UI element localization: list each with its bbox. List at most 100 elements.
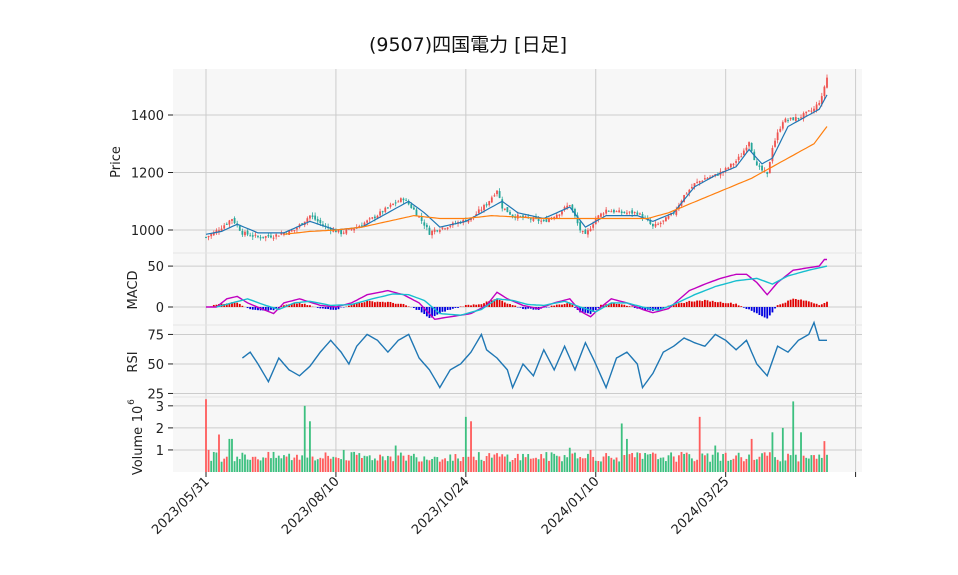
volume-bar	[735, 455, 737, 472]
macd-hist-bar	[626, 305, 628, 307]
candle-body	[322, 224, 324, 226]
volume-bar	[475, 460, 478, 472]
macd-hist-bar	[815, 303, 818, 307]
volume-bar	[407, 454, 410, 472]
volume-bar	[316, 459, 319, 472]
candle-body	[597, 215, 600, 220]
candle-body	[690, 186, 693, 189]
volume-bar	[501, 454, 504, 472]
volume-bar	[553, 453, 556, 472]
candle-body	[548, 218, 550, 222]
candle-body	[589, 228, 592, 232]
volume-bar	[758, 456, 761, 472]
volume-bar	[314, 460, 317, 472]
volume-bar	[438, 461, 441, 472]
volume-bar	[449, 454, 452, 472]
candle-body	[436, 230, 439, 232]
volume-bar	[755, 459, 758, 472]
candle-body	[750, 142, 753, 152]
sma-long-line	[283, 126, 828, 235]
macd-hist-bar	[820, 304, 823, 307]
candle-body	[205, 237, 207, 239]
macd-hist-bar	[389, 301, 392, 307]
volume-bar	[337, 458, 340, 472]
candle-body	[800, 117, 802, 119]
candle-body	[449, 225, 452, 227]
candle-body	[703, 178, 706, 180]
volume-bar	[309, 421, 311, 472]
candle-body	[373, 216, 376, 219]
volume-bar	[771, 432, 774, 472]
macd-hist-bar	[231, 302, 233, 307]
macd-hist-bar	[514, 305, 517, 307]
macd-hist-bar	[771, 307, 774, 313]
volume-bar	[509, 461, 511, 472]
macd-hist-bar	[264, 307, 267, 311]
macd-series	[205, 258, 828, 321]
macd-hist-bar	[433, 307, 436, 317]
macd-hist-bar	[215, 304, 218, 307]
price-panel	[173, 69, 862, 253]
macd-hist-bar	[807, 301, 810, 307]
macd-hist-bar	[381, 301, 384, 307]
volume-bar	[384, 460, 387, 472]
volume-bar	[581, 458, 584, 472]
volume-bar	[493, 454, 496, 472]
candle-body	[384, 207, 387, 212]
macd-hist-bar	[688, 300, 691, 307]
candle-body	[745, 147, 748, 151]
candle-body	[716, 174, 719, 176]
candle-body	[540, 220, 543, 222]
macd-hist-bar	[503, 302, 506, 307]
volume-bar	[652, 452, 654, 472]
volume-bar	[423, 456, 426, 472]
candle-body	[340, 229, 343, 235]
macd-hist-bar	[431, 307, 433, 318]
volume-bar	[706, 453, 709, 472]
volume-bar	[703, 455, 706, 472]
candle-body	[584, 229, 587, 234]
macd-hist-bar	[441, 307, 444, 312]
volume-bar	[392, 461, 394, 472]
candle-body	[639, 213, 641, 215]
volume-bar	[527, 454, 530, 472]
candle-body	[714, 174, 717, 176]
volume-bar	[680, 451, 683, 472]
macd-hist-bar	[444, 307, 446, 312]
candle-body	[246, 230, 249, 235]
candle-body	[337, 230, 340, 233]
volume-bar	[386, 455, 389, 472]
macd-hist-bar	[768, 307, 771, 316]
volume-bar	[532, 458, 535, 472]
candle-body	[587, 230, 589, 235]
volume-bar	[623, 455, 626, 472]
macd-hist-bar	[501, 300, 504, 307]
volume-bar	[693, 461, 696, 472]
volume-bar	[797, 461, 800, 472]
candle-body	[238, 226, 241, 231]
volume-bar	[267, 451, 270, 472]
candle-body	[776, 132, 779, 141]
volume-bar	[503, 456, 506, 472]
candle-body	[566, 205, 569, 209]
volume-bar	[363, 455, 366, 472]
macd-hist-bar	[384, 302, 387, 307]
volume-bar	[714, 445, 717, 472]
candle-body	[740, 156, 743, 158]
candle-body	[633, 212, 636, 214]
macd-hist-bar	[561, 304, 563, 307]
macd-hist-bar	[631, 306, 634, 307]
volume-bar	[602, 456, 605, 472]
macd-hist-bar	[418, 307, 420, 310]
macd-hist-bar	[449, 307, 452, 310]
volume-bar	[820, 457, 823, 472]
macd-hist-bar	[818, 305, 821, 307]
macd-hist-bar	[477, 304, 480, 307]
volume-bar	[212, 451, 215, 472]
candle-body	[259, 237, 262, 239]
volume-bar	[737, 452, 740, 472]
macd-hist-bar	[742, 307, 745, 308]
candle-body	[748, 142, 750, 147]
volume-bar	[345, 460, 348, 472]
volume-bar	[740, 457, 743, 472]
